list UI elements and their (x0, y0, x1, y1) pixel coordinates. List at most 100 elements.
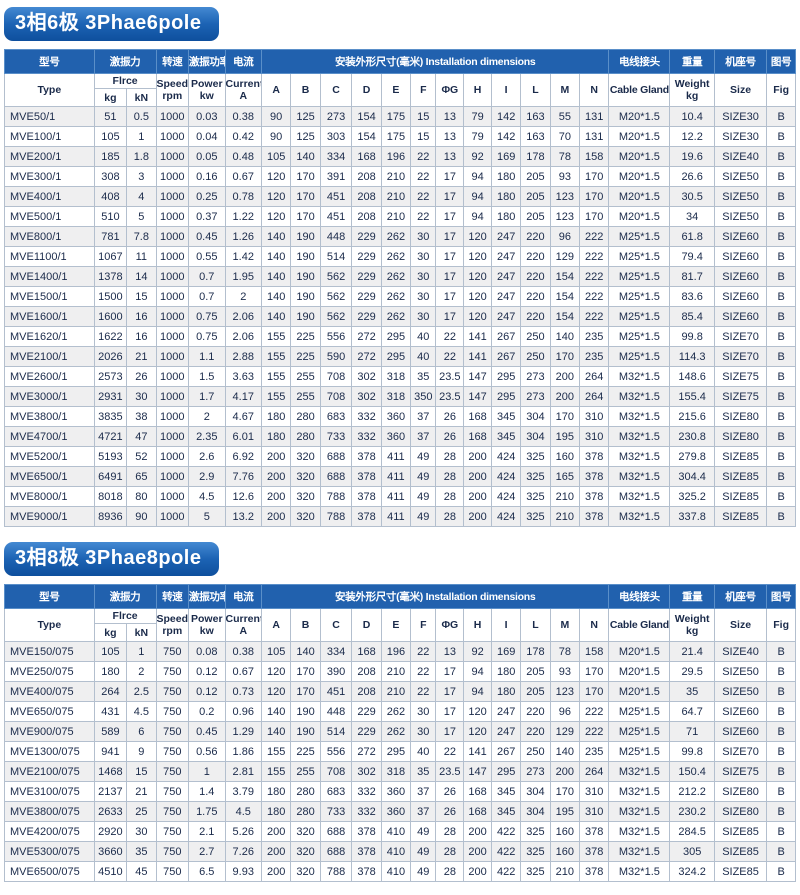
table-cell: 360 (380, 406, 412, 428)
table-cell: 47 (126, 426, 157, 448)
table-cell: 170 (549, 781, 581, 803)
table-row: MVE100/1 105 1 1000 0.04 0.42 90 125 303 154 175 15… (4, 126, 796, 148)
table-cell: 295 (490, 386, 522, 408)
table-cell: SIZE80 (713, 781, 768, 803)
table-cell: 94 (463, 661, 492, 683)
table-cell: 17 (435, 701, 465, 723)
table-cell: 125 (290, 106, 321, 128)
table-cell: 378 (351, 446, 382, 468)
table-cell: 49 (410, 861, 437, 883)
model-cell: MVE2600/1 (4, 366, 95, 388)
table-cell: 6491 (93, 466, 128, 488)
col-cable-gland: Cable Gland (608, 72, 671, 108)
table-cell: 3 (126, 166, 157, 188)
table-cell: 750 (155, 781, 190, 803)
table-cell: 200 (549, 386, 581, 408)
table-cell: 55 (549, 106, 581, 128)
table-cell: B (766, 641, 796, 663)
table-cell: 99.8 (669, 326, 715, 348)
table-cell: 310 (578, 781, 610, 803)
table-cell: 190 (290, 246, 321, 268)
table-cell: M25*1.5 (608, 286, 671, 308)
table-cell: 229 (351, 286, 382, 308)
col-power: Power kw (188, 72, 226, 108)
table-cell: 140 (260, 286, 292, 308)
col-weight-cn: 重量 (669, 49, 715, 74)
table-cell: B (766, 366, 796, 388)
table-header-6pole: 型号激振力转速激振功率电流安装外形尺寸(毫米) Installation dim… (4, 49, 796, 108)
table-cell: 273 (520, 761, 551, 783)
table-cell: SIZE60 (713, 286, 768, 308)
table-cell: 22 (410, 206, 437, 228)
table-cell: 750 (155, 801, 190, 823)
table-cell: M32*1.5 (608, 781, 671, 803)
table-cell: 750 (155, 701, 190, 723)
table-cell: 235 (578, 346, 610, 368)
table-cell: 22 (410, 186, 437, 208)
col-dim-e: E (380, 72, 412, 108)
table-cell: 120 (463, 226, 492, 248)
table-cell: SIZE75 (713, 761, 768, 783)
table-cell: 205 (520, 186, 551, 208)
table-cell: 28 (435, 446, 465, 468)
table-cell: 220 (520, 701, 551, 723)
table-cell: 318 (380, 366, 412, 388)
table-cell: 350 (410, 386, 437, 408)
table-cell: 23.5 (435, 386, 465, 408)
table-cell: 304 (520, 781, 551, 803)
table-cell: 140 (549, 326, 581, 348)
table-cell: 99.8 (669, 741, 715, 763)
table-cell: 2.06 (224, 326, 263, 348)
table-cell: 0.08 (188, 641, 226, 663)
table-body-6pole: MVE50/1 51 0.5 1000 0.03 0.38 90 125 273 154 175 15… (4, 106, 796, 528)
table-cell: 7.76 (224, 466, 263, 488)
table-cell: SIZE85 (713, 446, 768, 468)
table-cell: 15 (410, 126, 437, 148)
table-cell: SIZE50 (713, 661, 768, 683)
table-cell: 8936 (93, 506, 128, 528)
table-row: MVE800/1 781 7.8 1000 0.45 1.26 140 190 448 229 26… (4, 226, 796, 248)
table-cell: 170 (290, 186, 321, 208)
table-cell: 170 (290, 166, 321, 188)
table-cell: B (766, 146, 796, 168)
table-cell: 0.55 (188, 246, 226, 268)
model-cell: MVE2100/075 (4, 761, 95, 783)
header-row-cn: 型号激振力转速激振功率电流安装外形尺寸(毫米) Installation dim… (4, 584, 796, 610)
model-cell: MVE1300/075 (4, 741, 95, 763)
table-cell: 150.4 (669, 761, 715, 783)
table-cell: 320 (290, 506, 321, 528)
table-cell: 26.6 (669, 166, 715, 188)
table-cell: 40 (410, 346, 437, 368)
table-cell: 125 (290, 126, 321, 148)
col-speed: Speed rpm (155, 72, 190, 108)
table-cell: 129 (549, 721, 581, 743)
table-cell: 2 (126, 661, 157, 683)
table-cell: 154 (549, 306, 581, 328)
table-cell: 147 (463, 386, 492, 408)
table-cell: 49 (410, 506, 437, 528)
model-cell: MVE3800/1 (4, 406, 95, 428)
table-cell: 255 (290, 366, 321, 388)
header-row-force-units: kg kN (5, 88, 796, 108)
table-cell: 178 (520, 641, 551, 663)
table-cell: 200 (260, 446, 292, 468)
table-cell: 23.5 (435, 366, 465, 388)
table-cell: 200 (463, 506, 492, 528)
table-cell: 168 (351, 146, 382, 168)
table-cell: SIZE60 (713, 306, 768, 328)
table-cell: 195 (549, 801, 581, 823)
col-fig: Fig (766, 608, 796, 643)
col-dim-l: L (520, 608, 551, 643)
model-cell: MVE50/1 (4, 106, 95, 128)
table-row: MVE900/075 589 6 750 0.45 1.29 140 190 514 229 262… (4, 721, 796, 743)
table-cell: 334 (319, 146, 353, 168)
table-cell: 180 (93, 661, 128, 683)
table-cell: 247 (490, 246, 522, 268)
table-cell: 262 (380, 266, 412, 288)
table-cell: 30 (410, 701, 437, 723)
table-cell: M25*1.5 (608, 741, 671, 763)
table-cell: 688 (319, 821, 353, 843)
table-cell: B (766, 761, 796, 783)
table-cell: 190 (290, 266, 321, 288)
